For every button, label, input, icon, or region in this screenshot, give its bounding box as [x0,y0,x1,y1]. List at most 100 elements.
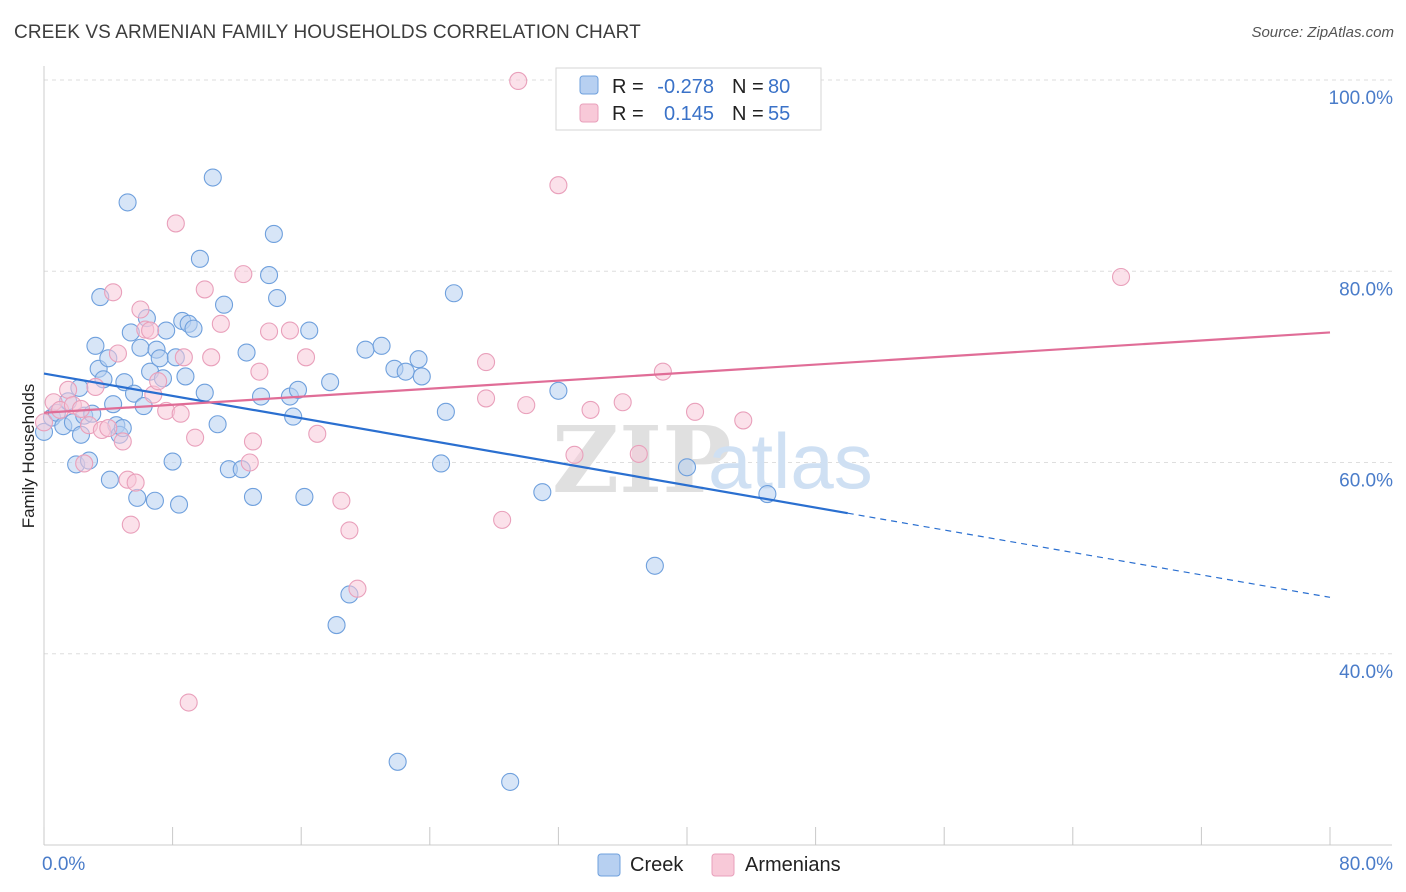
armenians-point [613,393,632,412]
creek-trend-extension [847,512,1331,598]
armenians-point [179,693,198,712]
armenians-point [234,265,253,284]
bottom-legend-label-armenians: Armenians [745,854,841,876]
creek-point [645,556,664,575]
creek-point [184,319,203,338]
x-tick-label: 0.0% [42,854,85,875]
creek-point [131,338,150,357]
bottom-legend: Creek Armenians [597,853,841,877]
creek-point [163,452,182,471]
armenians-point [581,400,600,419]
creek-point [118,193,137,212]
creek-point [128,488,147,507]
y-tick-label: 80.0% [1339,279,1393,300]
armenians-point [517,396,536,415]
armenians-point [340,521,359,540]
armenians-point [296,348,316,367]
legend-r-value-creek: -0.278 [657,76,714,98]
armenians-point [202,348,221,367]
creek-point [388,752,407,771]
armenians-point [653,362,672,381]
armenians-point [549,176,568,195]
legend-swatch-creek [579,75,599,95]
armenians-point [250,362,269,381]
creek-point [190,249,209,268]
creek-point [251,387,271,406]
creek-point [208,415,227,434]
legend-n-label-armenians: N = [732,103,764,125]
y-tick-label: 100.0% [1329,88,1394,109]
creek-point [436,402,455,421]
watermark-atlas: atlas [708,417,873,505]
armenians-point [141,321,160,340]
armenians-point [75,454,94,473]
creek-point [104,395,123,414]
armenians-point [477,353,496,372]
armenians-point [195,280,214,299]
creek-point [295,487,314,506]
y-tick-labels: 40.0% 60.0% 80.0% 100.0% [1329,88,1394,683]
data-points [34,71,1131,791]
armenians-trend-line [43,331,1331,414]
armenians-point [121,515,140,534]
armenians-point [734,411,753,430]
creek-point [157,321,176,340]
creek-point [195,383,214,402]
y-tick-label: 60.0% [1339,471,1393,492]
creek-point [327,616,346,635]
armenians-point [108,344,127,363]
legend-r-value-armenians: 0.145 [664,103,714,125]
armenians-point [565,445,584,464]
armenians-point [174,348,193,367]
armenians-point [211,314,230,333]
creek-point [409,350,428,369]
chart-title: CREEK VS ARMENIAN FAMILY HOUSEHOLDS CORR… [14,22,641,43]
legend-n-value-armenians: 55 [768,103,790,125]
armenians-point [477,389,496,408]
x-tick-labels: 0.0% 80.0% [42,854,1393,875]
creek-point [214,295,234,314]
creek-point [412,367,431,386]
x-tick-label: 80.0% [1339,854,1393,875]
creek-point [145,491,164,510]
creek-point [396,362,415,381]
armenians-point [629,444,648,463]
axes [43,66,1392,846]
armenians-point [348,579,367,598]
creek-point [372,336,391,355]
armenians-point [131,300,150,319]
armenians-point [171,404,190,423]
legend-box [555,67,822,131]
armenians-point [186,428,205,447]
armenians-point [259,322,279,341]
creek-point [203,168,222,187]
legend-n-label-creek: N = [732,76,764,98]
armenians-point [1111,267,1131,287]
armenians-point [113,432,132,451]
creek-point [150,349,169,368]
armenians-point [240,453,259,472]
armenians-point [34,413,54,432]
armenians-point [166,214,185,233]
creek-point [321,373,340,392]
armenians-point [104,283,123,302]
armenians-point [493,510,512,529]
legend-r-label-armenians: R = [612,103,644,125]
armenians-point [149,372,168,391]
grid-lines [44,79,1392,655]
watermark: ZIP atlas [552,406,873,514]
creek-point [259,266,279,285]
creek-point [176,367,195,386]
creek-point [444,284,463,303]
creek-point [533,483,552,502]
armenians-point [243,432,263,451]
bottom-legend-label-creek: Creek [630,854,684,876]
armenians-point [332,491,351,510]
creek-trend-line [43,372,848,515]
chart-source: Source: ZipAtlas.com [1251,24,1394,41]
armenians-point [71,399,91,419]
armenians-point [59,380,78,399]
y-axis-label: Family Households [19,384,38,529]
creek-point [300,321,319,340]
